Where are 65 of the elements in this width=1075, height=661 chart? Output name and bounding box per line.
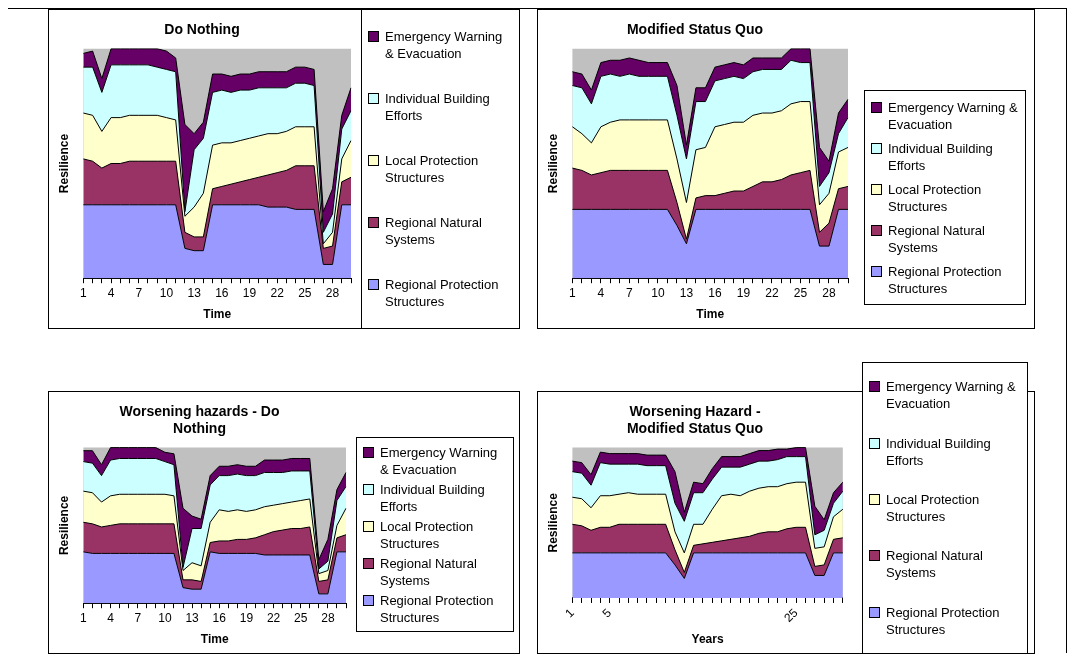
x-tick-label: 4 bbox=[107, 610, 115, 625]
x-tick-label: 1 bbox=[562, 605, 578, 621]
y-axis-title: Resilience bbox=[56, 495, 71, 556]
legend-label: Local Protection Structures bbox=[888, 180, 983, 215]
x-tick-label: 25 bbox=[793, 285, 808, 300]
legend-label: Emergency Warning & Evacuation bbox=[385, 28, 504, 62]
legend-label: Individual Building Efforts bbox=[380, 480, 486, 515]
legend-label: Regional Protection Structures bbox=[886, 603, 1001, 638]
x-tick-label: 28 bbox=[822, 285, 836, 300]
x-tick-label: 10 bbox=[651, 285, 665, 300]
x-tick-label: 1 bbox=[80, 610, 88, 625]
x-tick-label: 19 bbox=[736, 285, 751, 300]
chart-title: Worsening hazards - Do Nothing bbox=[119, 403, 280, 437]
x-axis-title: Time bbox=[696, 307, 725, 322]
x-tick-label: 28 bbox=[321, 610, 335, 625]
x-tick-label: 13 bbox=[185, 610, 200, 625]
y-axis-title: Resilience bbox=[56, 133, 71, 194]
x-tick-label: 1 bbox=[569, 285, 577, 300]
x-tick-label: 25 bbox=[294, 610, 308, 625]
x-axis-title: Time bbox=[203, 307, 232, 322]
x-tick-label: 10 bbox=[158, 610, 172, 625]
x-tick-label: 10 bbox=[159, 285, 174, 300]
y-axis-title: Resilience bbox=[545, 492, 560, 553]
legend-label: Emergency Warning & Evacuation bbox=[888, 98, 1019, 133]
legend-label: Local Protection Structures bbox=[886, 490, 981, 525]
legend-label: Individual Building Efforts bbox=[385, 90, 491, 124]
x-tick-label: 4 bbox=[107, 285, 115, 300]
x-tick-label: 1 bbox=[80, 285, 88, 300]
legend-label: Regional Protection Structures bbox=[888, 262, 1003, 297]
legend-label: Local Protection Structures bbox=[380, 517, 475, 552]
x-tick-label: 4 bbox=[597, 285, 605, 300]
x-tick-label: 13 bbox=[187, 285, 202, 300]
x-tick-label: 16 bbox=[212, 610, 227, 625]
x-axis-title: Time bbox=[200, 632, 229, 647]
chart-title: Do Nothing bbox=[164, 21, 240, 38]
chart-title: Worsening Hazard - Modified Status Quo bbox=[626, 403, 764, 437]
x-tick-label: 16 bbox=[215, 285, 229, 300]
legend-label: Emergency Warning & Evacuation bbox=[380, 443, 499, 478]
legend-label: Local Protection Structures bbox=[385, 152, 480, 186]
y-axis-title: Resilience bbox=[545, 133, 560, 194]
legend-label: Regional Protection Structures bbox=[380, 591, 495, 626]
x-axis-title: Years bbox=[691, 632, 724, 647]
x-tick-label: 13 bbox=[679, 285, 694, 300]
legend-label: Individual Building Efforts bbox=[888, 139, 994, 174]
legend-label: Emergency Warning & Evacuation bbox=[886, 378, 1017, 413]
legend-label: Regional Natural Systems bbox=[380, 554, 478, 589]
x-tick-label: 7 bbox=[135, 285, 143, 300]
legend-label: Regional Natural Systems bbox=[385, 214, 483, 248]
x-tick-label: 7 bbox=[134, 610, 142, 625]
x-tick-label: 7 bbox=[626, 285, 634, 300]
x-tick-label: 19 bbox=[239, 610, 254, 625]
x-tick-label: 22 bbox=[266, 610, 281, 625]
x-tick-label: 19 bbox=[242, 285, 257, 300]
x-tick-label: 25 bbox=[781, 605, 801, 625]
x-tick-label: 28 bbox=[325, 285, 340, 300]
x-tick-label: 22 bbox=[765, 285, 779, 300]
legend-label: Regional Natural Systems bbox=[886, 547, 984, 582]
x-tick-label: 25 bbox=[298, 285, 312, 300]
legend-label: Regional Natural Systems bbox=[888, 221, 986, 256]
chart-title: Modified Status Quo bbox=[626, 21, 764, 38]
x-tick-label: 5 bbox=[599, 605, 615, 621]
x-tick-label: 22 bbox=[270, 285, 285, 300]
legend-label: Individual Building Efforts bbox=[886, 434, 992, 469]
x-tick-label: 16 bbox=[708, 285, 722, 300]
legend-label: Regional Protection Structures bbox=[385, 276, 500, 310]
